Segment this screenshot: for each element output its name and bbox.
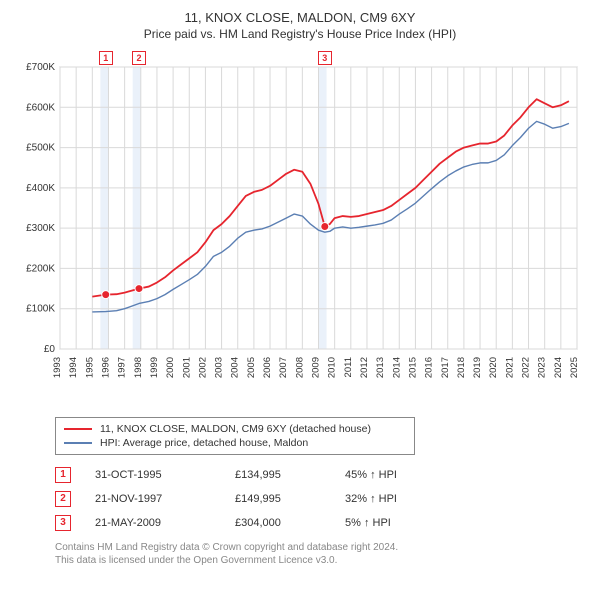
footer-line1: Contains HM Land Registry data © Crown c…: [55, 541, 585, 554]
sale-pct: 45% ↑ HPI: [345, 469, 435, 481]
x-tick-label: 2009: [311, 357, 322, 378]
x-tick-label: 2023: [537, 357, 548, 378]
x-tick-label: 2010: [327, 357, 338, 378]
sale-marker-dot: [102, 291, 110, 299]
x-tick-label: 2006: [262, 357, 273, 378]
y-tick-label: £400K: [26, 183, 55, 194]
x-tick-label: 2015: [407, 357, 418, 378]
legend-swatch: [64, 428, 92, 430]
sale-marker-dot: [321, 223, 329, 231]
x-tick-label: 1998: [133, 357, 144, 378]
y-tick-label: £100K: [26, 304, 55, 315]
sale-pct: 32% ↑ HPI: [345, 493, 435, 505]
x-tick-label: 2004: [230, 357, 241, 378]
x-tick-label: 2012: [359, 357, 370, 378]
sale-marker-box: 3: [318, 51, 332, 65]
x-tick-label: 2016: [424, 357, 435, 378]
x-tick-label: 1995: [84, 357, 95, 378]
sale-price: £304,000: [235, 517, 345, 529]
x-tick-label: 2024: [553, 357, 564, 378]
sale-row: 3 21-MAY-2009£304,0005% ↑ HPI: [55, 511, 585, 535]
sales-table: 1 31-OCT-1995£134,99545% ↑ HPI 2 21-NOV-199…: [55, 463, 585, 535]
x-tick-label: 1993: [52, 357, 63, 378]
legend-swatch: [64, 442, 92, 444]
y-tick-label: £500K: [26, 143, 55, 154]
sale-number-box: 1: [55, 467, 71, 483]
sale-date: 31-OCT-1995: [95, 469, 235, 481]
y-tick-label: £600K: [26, 102, 55, 113]
y-tick-label: £700K: [26, 62, 55, 73]
chart-svg: £0 £100K £200K £300K £400K £500K £600K £700K 199…: [15, 49, 585, 389]
x-tick-label: 2025: [569, 357, 580, 378]
y-tick-label: £0: [44, 344, 56, 355]
legend-label: 11, KNOX CLOSE, MALDON, CM9 6XY (detache…: [100, 423, 371, 435]
x-tick-label: 1996: [100, 357, 111, 378]
x-tick-label: 1994: [68, 357, 79, 378]
legend-box: 11, KNOX CLOSE, MALDON, CM9 6XY (detache…: [55, 417, 415, 455]
sale-date: 21-NOV-1997: [95, 493, 235, 505]
x-tick-label: 2017: [440, 357, 451, 378]
x-tick-label: 2022: [521, 357, 532, 378]
footer-attribution: Contains HM Land Registry data © Crown c…: [55, 541, 585, 567]
x-tick-label: 2007: [278, 357, 289, 378]
x-tick-label: 2011: [343, 357, 354, 377]
sale-row: 2 21-NOV-1997£149,99532% ↑ HPI: [55, 487, 585, 511]
sale-price: £149,995: [235, 493, 345, 505]
x-tick-label: 2003: [214, 357, 225, 378]
x-tick-label: 2013: [375, 357, 386, 378]
y-tick-label: £200K: [26, 263, 55, 274]
chart-title: 11, KNOX CLOSE, MALDON, CM9 6XY: [15, 10, 585, 25]
legend-label: HPI: Average price, detached house, Mald…: [100, 437, 308, 449]
chart-area: £0 £100K £200K £300K £400K £500K £600K £700K 199…: [15, 49, 585, 409]
x-tick-label: 2001: [181, 357, 192, 378]
x-tick-label: 2014: [391, 357, 402, 378]
x-tick-label: 1999: [149, 357, 160, 378]
x-tick-label: 2021: [504, 357, 515, 378]
x-tick-label: 2018: [456, 357, 467, 378]
chart-subtitle: Price paid vs. HM Land Registry's House …: [15, 27, 585, 41]
sale-marker-dot: [135, 285, 143, 293]
x-tick-label: 2002: [197, 357, 208, 378]
x-tick-label: 2020: [488, 357, 499, 378]
sale-number-box: 3: [55, 515, 71, 531]
sale-marker-box: 2: [132, 51, 146, 65]
x-tick-label: 2000: [165, 357, 176, 378]
sale-row: 1 31-OCT-1995£134,99545% ↑ HPI: [55, 463, 585, 487]
legend-item: 11, KNOX CLOSE, MALDON, CM9 6XY (detache…: [64, 422, 406, 436]
x-tick-label: 2008: [294, 357, 305, 378]
sale-pct: 5% ↑ HPI: [345, 517, 435, 529]
x-tick-label: 2005: [246, 357, 257, 378]
x-tick-label: 1997: [117, 357, 128, 378]
footer-line2: This data is licensed under the Open Gov…: [55, 554, 585, 567]
x-tick-label: 2019: [472, 357, 483, 378]
sale-date: 21-MAY-2009: [95, 517, 235, 529]
legend-item: HPI: Average price, detached house, Mald…: [64, 436, 406, 450]
y-tick-label: £300K: [26, 223, 55, 234]
sale-marker-box: 1: [99, 51, 113, 65]
sale-price: £134,995: [235, 469, 345, 481]
sale-number-box: 2: [55, 491, 71, 507]
